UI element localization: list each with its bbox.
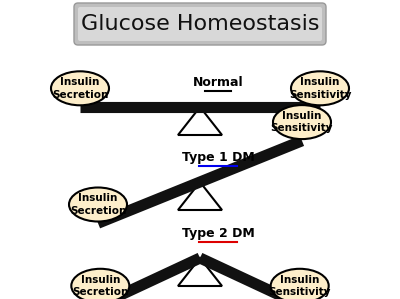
- Polygon shape: [178, 258, 222, 286]
- Polygon shape: [178, 182, 222, 210]
- Ellipse shape: [51, 71, 109, 105]
- Text: Insulin
Sensitivity: Insulin Sensitivity: [271, 111, 333, 133]
- Text: Insulin
Secretion: Insulin Secretion: [52, 77, 108, 100]
- Ellipse shape: [69, 187, 127, 222]
- Text: Insulin
Sensitivity: Insulin Sensitivity: [289, 77, 351, 100]
- Polygon shape: [178, 107, 222, 135]
- Ellipse shape: [271, 269, 329, 299]
- Text: Glucose Homeostasis: Glucose Homeostasis: [81, 14, 319, 34]
- Text: Insulin
Secretion: Insulin Secretion: [72, 274, 128, 297]
- Text: Insulin
Sensitivity: Insulin Sensitivity: [268, 274, 331, 297]
- Ellipse shape: [291, 71, 349, 105]
- Ellipse shape: [273, 105, 331, 139]
- Text: Insulin
Secretion: Insulin Secretion: [70, 193, 126, 216]
- Text: Type 2 DM: Type 2 DM: [182, 227, 254, 240]
- Text: Normal: Normal: [193, 76, 243, 89]
- FancyBboxPatch shape: [74, 3, 326, 45]
- Text: Type 1 DM: Type 1 DM: [182, 151, 254, 164]
- Ellipse shape: [71, 269, 129, 299]
- FancyBboxPatch shape: [78, 7, 322, 41]
